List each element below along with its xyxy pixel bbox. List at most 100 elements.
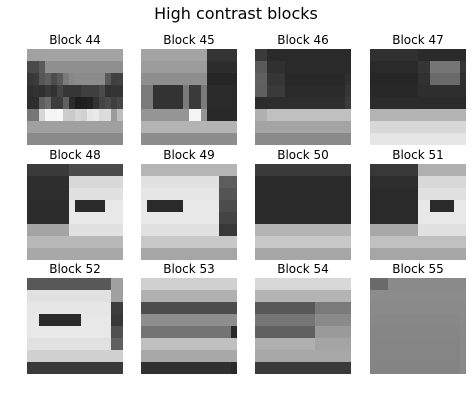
block-pixel	[165, 368, 171, 374]
block-pixel	[99, 170, 105, 176]
block-pixel	[207, 133, 213, 139]
block-pixel	[400, 164, 406, 170]
block-pixel	[57, 170, 63, 176]
block-pixel	[303, 284, 309, 290]
block-pixel	[382, 254, 388, 260]
block-pixel	[261, 368, 267, 374]
block-pixel	[388, 73, 394, 79]
block-pixel	[430, 302, 436, 308]
block-pixel	[45, 254, 51, 260]
block-pixel	[406, 67, 412, 73]
block-pixel	[57, 290, 63, 296]
block-pixel	[213, 200, 219, 206]
block-pixel	[279, 164, 285, 170]
block-pixel	[315, 236, 321, 242]
block-pixel	[430, 170, 436, 176]
block-pixel	[111, 121, 117, 127]
block-pixel	[147, 296, 153, 302]
block-pixel	[75, 224, 81, 230]
block-pixel	[27, 230, 33, 236]
block-pixel	[376, 344, 382, 350]
block-pixel	[147, 115, 153, 121]
block-pixel	[189, 55, 195, 61]
block-pixel	[255, 302, 261, 308]
block-pixel	[195, 284, 201, 290]
block-pixel	[33, 73, 39, 79]
block-pixel	[39, 242, 45, 248]
block-pixel	[87, 248, 93, 254]
block-pixel	[219, 115, 225, 121]
block-pixel	[51, 109, 57, 115]
block-pixel	[460, 218, 466, 224]
block-pixel	[111, 194, 117, 200]
block-pixel	[165, 133, 171, 139]
block-pixel	[291, 103, 297, 109]
block-pixel	[418, 362, 424, 368]
block-pixel	[297, 91, 303, 97]
block-pixel	[327, 139, 333, 145]
block-pixel	[93, 356, 99, 362]
block-pixel	[171, 121, 177, 127]
block-pixel	[339, 133, 345, 139]
block-pixel	[141, 356, 147, 362]
block-pixel	[382, 176, 388, 182]
block-pixel	[424, 176, 430, 182]
block-pixel	[327, 109, 333, 115]
block-pixel	[327, 91, 333, 97]
block-pixel	[147, 85, 153, 91]
block-pixel	[219, 170, 225, 176]
block-pixel	[345, 139, 351, 145]
block-pixel	[370, 308, 376, 314]
block-pixel	[460, 338, 466, 344]
block-pixel	[327, 344, 333, 350]
block-pixel	[460, 302, 466, 308]
block-pixel	[370, 218, 376, 224]
block-pixel	[285, 176, 291, 182]
block-pixel	[454, 356, 460, 362]
block-pixel	[75, 170, 81, 176]
figure-title: High contrast blocks	[154, 4, 318, 23]
block-pixel	[27, 332, 33, 338]
block-pixel	[195, 362, 201, 368]
block-pixel	[394, 326, 400, 332]
block-pixel	[309, 115, 315, 121]
block-pixel	[87, 200, 93, 206]
block-pixel	[147, 164, 153, 170]
block-pixel	[339, 356, 345, 362]
block-pixel	[345, 55, 351, 61]
block-pixel	[382, 139, 388, 145]
block-pixel	[207, 200, 213, 206]
block-pixel	[69, 61, 75, 67]
block-pixel	[189, 176, 195, 182]
block-pixel	[207, 91, 213, 97]
block-pixel	[27, 302, 33, 308]
block-pixel	[382, 284, 388, 290]
block-pixel	[87, 73, 93, 79]
block-pixel	[370, 236, 376, 242]
block-pixel	[177, 176, 183, 182]
block-pixel	[39, 103, 45, 109]
block-pixel	[345, 332, 351, 338]
block-pixel	[75, 73, 81, 79]
block-pixel	[117, 109, 123, 115]
block-pixel	[189, 79, 195, 85]
block-pixel	[267, 55, 273, 61]
block-pixel	[345, 242, 351, 248]
block-pixel	[261, 326, 267, 332]
block-pixel	[201, 67, 207, 73]
block-pixel	[394, 278, 400, 284]
block-pixel	[99, 182, 105, 188]
block-pixel	[51, 55, 57, 61]
block-pixel	[231, 242, 237, 248]
block-pixel	[165, 109, 171, 115]
block-pixel	[424, 164, 430, 170]
block-pixel	[400, 242, 406, 248]
block-pixel	[57, 91, 63, 97]
block-pixel	[412, 170, 418, 176]
block-pixel	[333, 290, 339, 296]
block-pixel	[460, 194, 466, 200]
block-pixel	[159, 176, 165, 182]
block-pixel	[195, 79, 201, 85]
block-pixel	[81, 97, 87, 103]
block-pixel	[27, 296, 33, 302]
